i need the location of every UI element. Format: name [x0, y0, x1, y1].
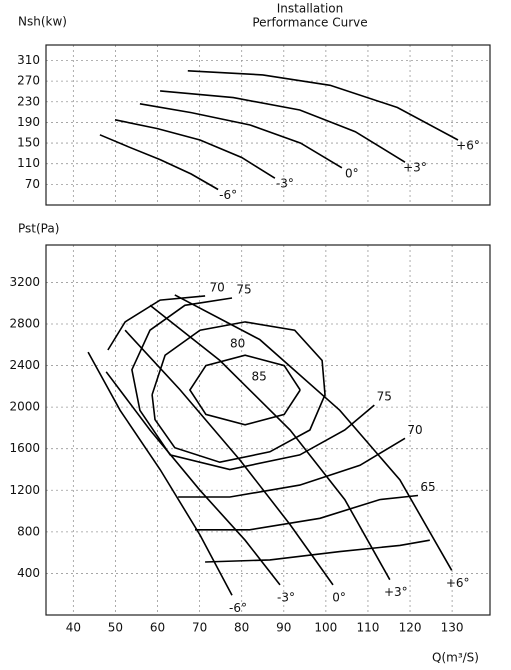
y-tick-label: 310 — [17, 53, 40, 67]
contour-label: 65 — [420, 480, 435, 494]
x-tick-label: 40 — [66, 621, 81, 635]
efficiency-contour — [107, 295, 406, 498]
x-tick-label: 70 — [192, 621, 207, 635]
chart-title: Installation — [277, 2, 343, 16]
contour-label: 75 — [377, 390, 392, 404]
curve — [149, 304, 391, 581]
x-tick-label: 90 — [276, 621, 291, 635]
contour-label: 75 — [236, 283, 251, 297]
contour-label: 85 — [252, 370, 267, 384]
x-tick-label: 50 — [108, 621, 123, 635]
y-tick-label: 110 — [17, 156, 40, 170]
y-tick-label: 2800 — [9, 316, 40, 330]
x-axis-title: Q(m³/S) — [432, 651, 479, 665]
y-axis-title: Pst(Pa) — [18, 222, 59, 236]
y-tick-label: 2000 — [9, 400, 40, 414]
curve-label: +3° — [403, 161, 427, 175]
efficiency-contour — [205, 539, 430, 563]
curve-label: +6° — [456, 138, 480, 152]
curve-label: -6° — [219, 188, 237, 202]
y-tick-label: 1600 — [9, 441, 40, 455]
y-tick-label: 190 — [17, 115, 40, 129]
x-tick-label: 80 — [234, 621, 249, 635]
x-tick-label: 110 — [356, 621, 379, 635]
efficiency-contour — [151, 321, 326, 464]
curve — [105, 371, 281, 586]
y-tick-label: 1200 — [9, 483, 40, 497]
x-tick-label: 100 — [314, 621, 337, 635]
curve — [139, 103, 343, 169]
y-tick-label: 3200 — [9, 275, 40, 289]
x-tick-label: 130 — [441, 621, 464, 635]
contour-label: 80 — [230, 336, 245, 350]
y-tick-label: 800 — [17, 524, 40, 538]
y-tick-label: 400 — [17, 566, 40, 580]
y-tick-label: 230 — [17, 94, 40, 108]
efficiency-contour — [131, 297, 375, 471]
contour-label: 70 — [407, 423, 422, 437]
chart-subtitle: Performance Curve — [252, 16, 367, 30]
curve — [114, 119, 276, 179]
x-tick-label: 120 — [399, 621, 422, 635]
y-tick-label: 150 — [17, 136, 40, 150]
y-tick-label: 270 — [17, 74, 40, 88]
curve-label: 0° — [332, 590, 346, 604]
curve-label: -3° — [276, 177, 294, 191]
plot-frame — [45, 44, 491, 206]
curve-label: -3° — [277, 590, 295, 604]
y-tick-label: 70 — [25, 177, 40, 191]
efficiency-contour — [188, 354, 301, 426]
plot-frame — [45, 244, 491, 616]
curve — [87, 351, 233, 596]
curve — [160, 90, 406, 163]
curve-label: 0° — [345, 166, 359, 180]
curve-label: -6° — [229, 601, 247, 615]
curve — [187, 70, 459, 141]
contour-label: 70 — [209, 280, 224, 294]
y-tick-label: 2400 — [9, 358, 40, 372]
x-tick-label: 60 — [150, 621, 165, 635]
y-axis-title: Nsh(kw) — [18, 15, 67, 29]
curve — [124, 329, 334, 586]
curve — [99, 134, 219, 191]
curve-label: +6° — [446, 576, 470, 590]
efficiency-contour — [195, 494, 419, 531]
curve-label: +3° — [384, 585, 408, 599]
